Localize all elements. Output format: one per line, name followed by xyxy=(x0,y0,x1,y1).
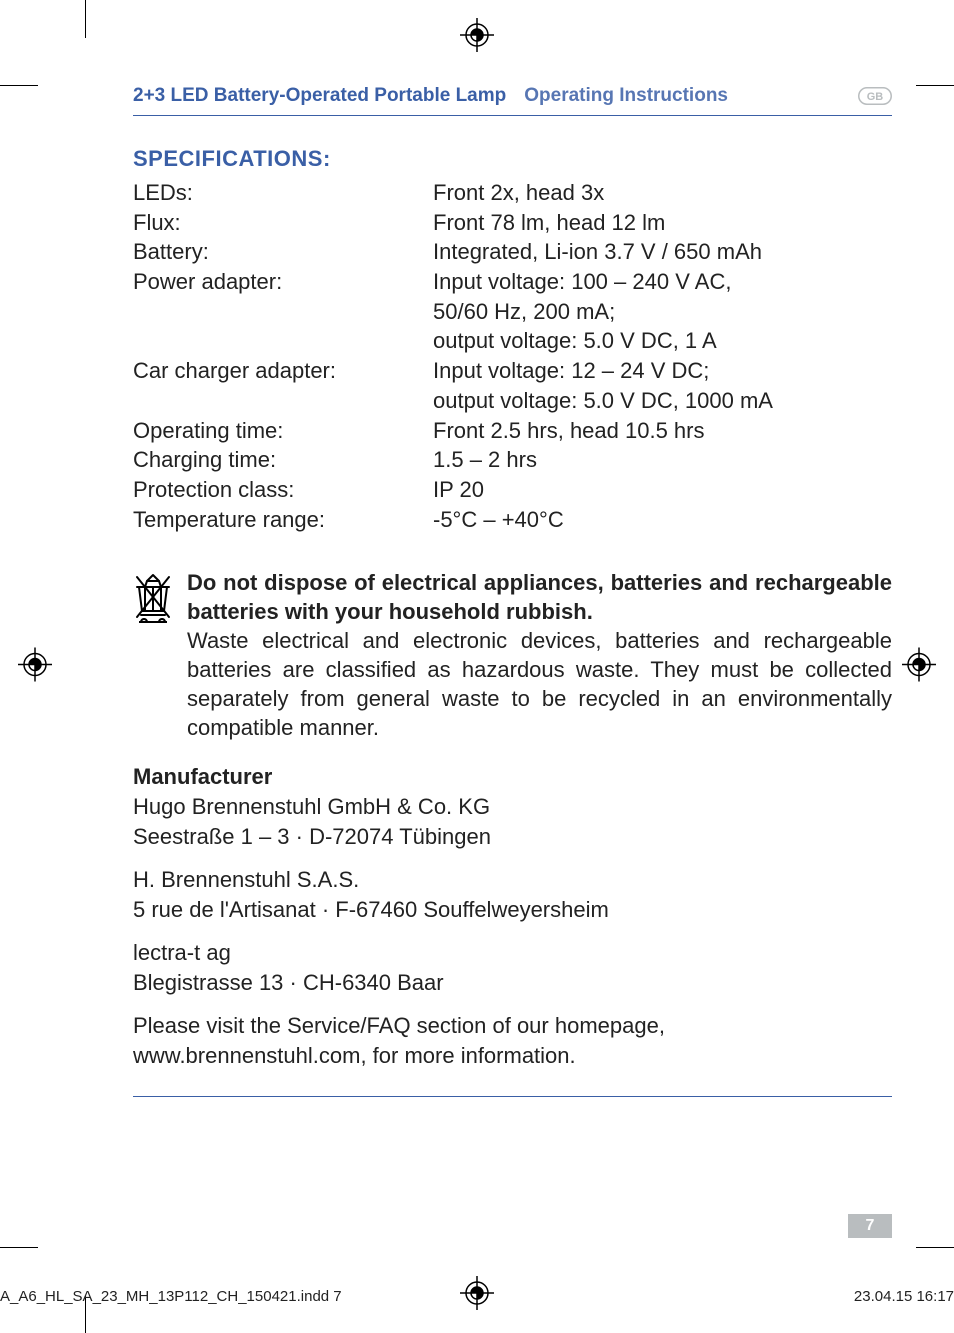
spec-value: output voltage: 5.0 V DC, 1000 mA xyxy=(433,386,892,416)
manufacturer-block: Please visit the Service/FAQ section of … xyxy=(133,1011,892,1070)
spec-row: output voltage: 5.0 V DC, 1 A xyxy=(133,326,892,356)
spec-row: Operating time:Front 2.5 hrs, head 10.5 … xyxy=(133,416,892,446)
spec-value: Input voltage: 100 – 240 V AC, xyxy=(433,267,892,297)
spec-value: 1.5 – 2 hrs xyxy=(433,445,892,475)
spec-value: Front 2x, head 3x xyxy=(433,178,892,208)
running-head-title: 2+3 LED Battery-Operated Portable Lamp xyxy=(133,85,506,107)
spec-label: Power adapter: xyxy=(133,267,433,297)
spec-label xyxy=(133,326,433,356)
spec-row: Car charger adapter:Input voltage: 12 – … xyxy=(133,356,892,386)
spec-row: Protection class:IP 20 xyxy=(133,475,892,505)
spec-row: output voltage: 5.0 V DC, 1000 mA xyxy=(133,386,892,416)
spec-label xyxy=(133,297,433,327)
specifications-table: LEDs:Front 2x, head 3xFlux:Front 78 lm, … xyxy=(133,178,892,534)
registration-mark-icon xyxy=(460,18,494,57)
spec-label xyxy=(133,386,433,416)
spec-value: Front 78 lm, head 12 lm xyxy=(433,208,892,238)
specifications-title: SPECIFICATIONS: xyxy=(133,146,892,172)
crop-mark xyxy=(85,0,86,38)
spec-row: Power adapter:Input voltage: 100 – 240 V… xyxy=(133,267,892,297)
spec-label: Operating time: xyxy=(133,416,433,446)
spec-row: Temperature range:-5°C – +40°C xyxy=(133,505,892,535)
spec-value: Integrated, Li-ion 3.7 V / 650 mAh xyxy=(433,237,892,267)
running-head-subtitle: Operating Instructions xyxy=(524,85,728,107)
spec-row: Battery:Integrated, Li-ion 3.7 V / 650 m… xyxy=(133,237,892,267)
spec-value: Input voltage: 12 – 24 V DC; xyxy=(433,356,892,386)
manufacturer-addresses: Hugo Brennenstuhl GmbH & Co. KGSeestraße… xyxy=(133,792,892,1070)
spec-label: Temperature range: xyxy=(133,505,433,535)
manufacturer-block: H. Brennenstuhl S.A.S.5 rue de l'Artisan… xyxy=(133,865,892,924)
running-head: 2+3 LED Battery-Operated Portable Lamp O… xyxy=(133,85,892,116)
spec-row: Charging time:1.5 – 2 hrs xyxy=(133,445,892,475)
spec-label: Protection class: xyxy=(133,475,433,505)
spec-value: IP 20 xyxy=(433,475,892,505)
weee-body: Waste electrical and electronic devices,… xyxy=(187,628,892,740)
language-badge-text: GB xyxy=(867,91,884,103)
spec-row: LEDs:Front 2x, head 3x xyxy=(133,178,892,208)
footer-rule xyxy=(133,1096,892,1097)
page-number: 7 xyxy=(848,1214,892,1238)
spec-value: 50/60 Hz, 200 mA; xyxy=(433,297,892,327)
crop-mark xyxy=(0,1247,38,1248)
spec-value: -5°C – +40°C xyxy=(433,505,892,535)
page-content: 2+3 LED Battery-Operated Portable Lamp O… xyxy=(85,85,954,1248)
spec-value: Front 2.5 hrs, head 10.5 hrs xyxy=(433,416,892,446)
registration-mark-icon xyxy=(460,1276,494,1315)
spec-row: Flux:Front 78 lm, head 12 lm xyxy=(133,208,892,238)
weee-bin-icon xyxy=(133,568,173,742)
spec-label: LEDs: xyxy=(133,178,433,208)
spec-label: Car charger adapter: xyxy=(133,356,433,386)
weee-text: Do not dispose of electrical appliances,… xyxy=(187,568,892,742)
manufacturer-block: Hugo Brennenstuhl GmbH & Co. KGSeestraße… xyxy=(133,792,892,851)
spec-row: 50/60 Hz, 200 mA; xyxy=(133,297,892,327)
slug-left: A_A6_HL_SA_23_MH_13P112_CH_150421.indd 7 xyxy=(0,1288,342,1305)
manufacturer-block: lectra-t agBlegistrasse 13 · CH-6340 Baa… xyxy=(133,938,892,997)
manufacturer-title: Manufacturer xyxy=(133,764,892,790)
spec-value: output voltage: 5.0 V DC, 1 A xyxy=(433,326,892,356)
crop-mark xyxy=(0,85,38,86)
spec-label: Battery: xyxy=(133,237,433,267)
spec-label: Flux: xyxy=(133,208,433,238)
slug-right: 23.04.15 16:17 xyxy=(854,1288,954,1305)
weee-notice: Do not dispose of electrical appliances,… xyxy=(133,568,892,742)
weee-bold: Do not dispose of electrical appliances,… xyxy=(187,570,892,624)
registration-mark-icon xyxy=(18,647,52,686)
spec-label: Charging time: xyxy=(133,445,433,475)
language-badge: GB xyxy=(858,87,892,105)
